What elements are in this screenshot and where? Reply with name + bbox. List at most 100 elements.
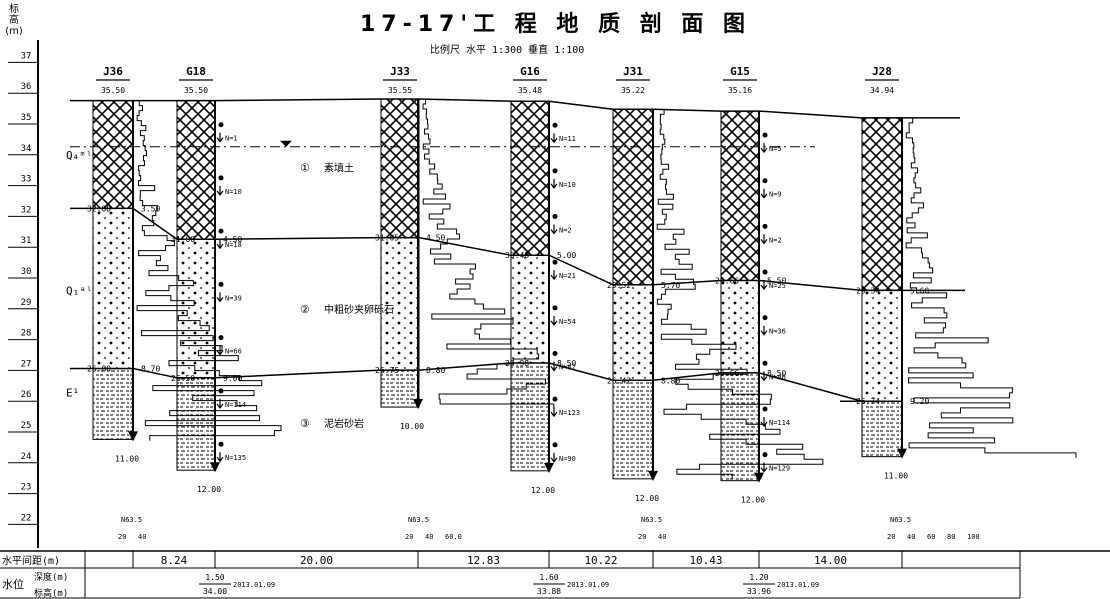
- sample-dot: [762, 223, 768, 229]
- mudstone-layer: [92, 368, 134, 440]
- layer-top-depth: 4.50: [426, 234, 445, 243]
- y-tick-label: 22: [21, 513, 32, 523]
- spt-value: N=25: [769, 282, 786, 290]
- cpt-axis-tick: 20: [118, 533, 126, 541]
- layer-name: 中粗砂夹卵砾石: [324, 303, 394, 316]
- borehole-id: G18: [186, 65, 206, 78]
- layer-top-elev: 30.48: [505, 251, 529, 260]
- borehole-elevation: 35.22: [621, 86, 645, 95]
- spt-value: N=54: [559, 318, 576, 326]
- borehole-j33: J33 35.55 10.00 31.05 4.50 26.75 8.80 N63.5 20 40…: [375, 65, 555, 541]
- borehole-j28: J28 34.94 11.00 29.34 5.60 25.74 9.20 N63.5 20 40…: [856, 65, 1077, 541]
- y-tick-label: 30: [21, 267, 32, 277]
- layer-top-depth: 5.70: [661, 281, 680, 290]
- borehole-depth: 12.00: [531, 486, 555, 495]
- distance-value: 8.24: [161, 554, 188, 567]
- mudstone-layer: [612, 379, 654, 480]
- borehole-elevation: 35.50: [101, 86, 125, 95]
- sample-dot: [218, 335, 224, 341]
- y-tick-label: 23: [21, 483, 32, 493]
- spt-value: N=96: [769, 373, 786, 381]
- layer-number: ②: [300, 303, 310, 316]
- spt-arrow-icon: [760, 188, 768, 199]
- layer-top-depth: 3.50: [141, 204, 160, 213]
- borehole-elevation: 35.55: [388, 86, 412, 95]
- cpt-axis-tick: 20: [887, 533, 895, 541]
- spt-value: N=21: [559, 272, 576, 280]
- borehole-depth: 11.00: [115, 454, 139, 463]
- spt-arrow-icon: [216, 452, 224, 463]
- layer-top-elev: 26.98: [505, 359, 529, 368]
- layer-top-elev: 25.74: [856, 397, 880, 406]
- layer-top-depth: 8.50: [767, 369, 786, 378]
- strata-code: Q₄ᵐˡ: [66, 149, 93, 162]
- y-tick-label: 35: [21, 113, 32, 123]
- borehole-id: G15: [730, 65, 750, 78]
- borehole-elevation: 35.16: [728, 86, 752, 95]
- y-tick-label: 32: [21, 205, 32, 215]
- borehole-elevation: 34.94: [870, 86, 894, 95]
- spt-value: N=114: [225, 401, 246, 409]
- borehole-bottom-arrow: [754, 472, 764, 483]
- borehole-bottom-arrow: [210, 462, 220, 473]
- spt-arrow-icon: [550, 361, 558, 372]
- layer-top-depth: 5.00: [557, 251, 576, 260]
- y-tick-label: 28: [21, 329, 32, 339]
- mudstone-layer: [176, 377, 216, 471]
- sample-dot: [552, 351, 558, 357]
- fill-layer: [720, 110, 760, 281]
- spt-arrow-icon: [550, 178, 558, 189]
- y-tick-label: 26: [21, 390, 32, 400]
- layer-top-elev: 26.42: [607, 376, 631, 385]
- layer-top-elev: 31.05: [375, 234, 399, 243]
- layer-top-depth: 8.80: [426, 366, 445, 375]
- spt-arrow-icon: [216, 292, 224, 303]
- cpt-axis-tick: 100: [967, 533, 980, 541]
- sample-dot: [218, 175, 224, 181]
- y-axis-label: 标高 (m): [5, 4, 23, 37]
- borehole-depth: 10.00: [400, 422, 424, 431]
- layer-name: 素填土: [324, 161, 354, 174]
- cpt-axis-tick: 20: [638, 533, 646, 541]
- spt-value: N=10: [225, 188, 242, 196]
- spt-value: N=2: [769, 236, 782, 244]
- borehole-id: J31: [623, 65, 643, 78]
- fill-layer: [612, 108, 654, 286]
- sample-dot: [552, 396, 558, 402]
- layer-top-depth: 9.00: [223, 374, 242, 383]
- sample-dot: [218, 388, 224, 394]
- spt-value: N=10: [559, 181, 576, 189]
- cpt-axis-tick: 20: [405, 533, 413, 541]
- spt-value: N=9: [769, 191, 782, 199]
- fill-layer: [510, 100, 550, 256]
- layer-top-elev: 26.80: [87, 365, 111, 374]
- row-label-water: 水位: [2, 577, 24, 591]
- sample-dot: [552, 259, 558, 265]
- distance-value: 20.00: [300, 554, 333, 567]
- row-sublabel-elev: 标高(m): [34, 587, 68, 599]
- y-tick-label: 31: [21, 236, 32, 246]
- layer-top-elev: 29.66: [715, 276, 739, 285]
- cpt-axis-title: N63.5: [408, 516, 429, 524]
- sample-dot: [762, 406, 768, 412]
- spt-value: N=135: [225, 454, 246, 462]
- spt-value: N=36: [769, 328, 786, 336]
- cpt-curve: [905, 117, 1077, 458]
- spt-arrow-icon: [216, 239, 224, 250]
- sample-dot: [762, 132, 768, 138]
- strata-code: E¹: [66, 386, 79, 399]
- distance-value: 10.43: [689, 554, 722, 567]
- borehole-depth: 12.00: [197, 485, 221, 494]
- distance-value: 12.83: [467, 554, 500, 567]
- distance-value: 14.00: [814, 554, 847, 567]
- sample-dot: [552, 214, 558, 220]
- spt-arrow-icon: [216, 132, 224, 143]
- spt-value: N=11: [559, 135, 576, 143]
- spt-value: N=66: [225, 348, 242, 356]
- borehole-depth: 12.00: [741, 496, 765, 505]
- layer-top-depth: 5.60: [910, 286, 929, 295]
- sample-dot: [218, 441, 224, 447]
- layer-top-depth: 5.50: [767, 276, 786, 285]
- spt-arrow-icon: [550, 407, 558, 418]
- y-tick-label: 33: [21, 175, 32, 185]
